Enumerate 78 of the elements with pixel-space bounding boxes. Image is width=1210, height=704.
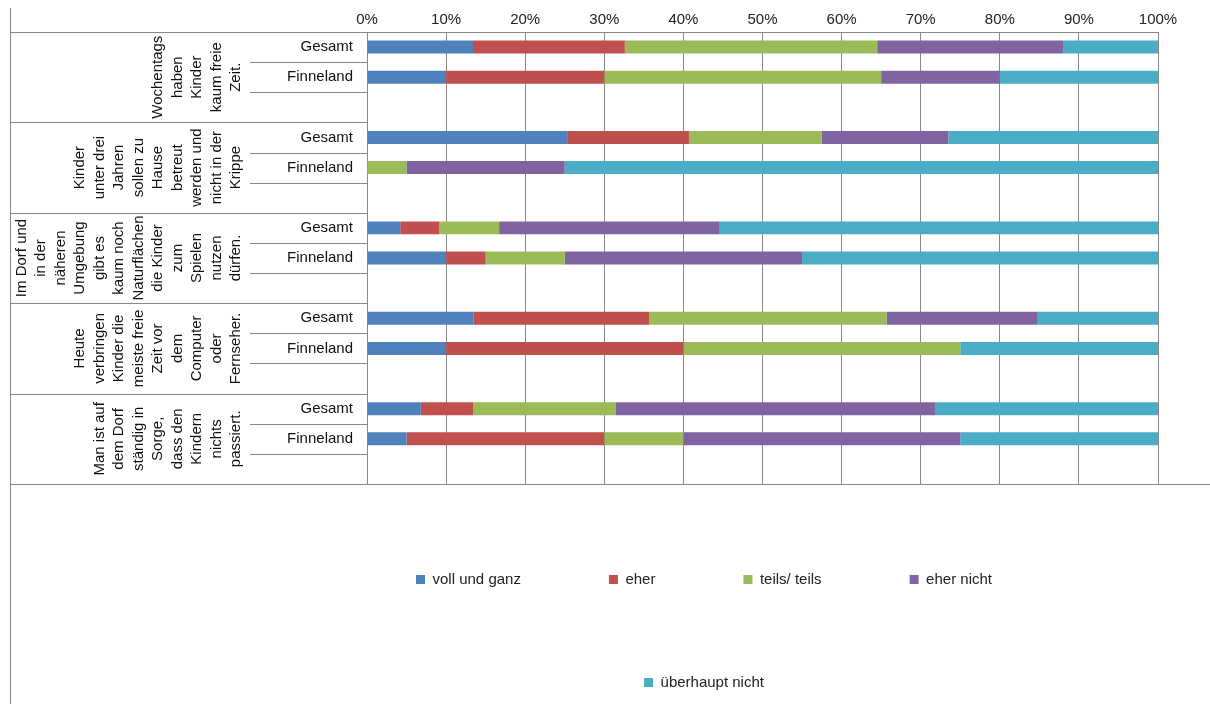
text: Man ist auf dem Dorf ständig in Sorge, dass den Kindern nichts passiert.: [89, 401, 244, 476]
x-tick-label: 100%: [1138, 10, 1178, 28]
bar: [367, 161, 407, 175]
x-tick-label: 50%: [747, 10, 778, 28]
bar: [683, 341, 961, 355]
bar: [367, 432, 407, 446]
x-tick-label: 70%: [905, 10, 936, 28]
y-tick-label: Finneland: [287, 428, 353, 446]
x-tick-label: 20%: [510, 10, 541, 28]
bar: [604, 70, 882, 84]
bar: [719, 221, 1158, 235]
text: Wochentags haben Kinder kaum freie Zeit.: [148, 35, 244, 119]
bar: [367, 130, 568, 144]
bar: [367, 40, 473, 54]
bar: [472, 40, 625, 54]
legend-label: voll und ganz: [432, 569, 521, 587]
bar: [446, 341, 684, 355]
y-tick-label: Gesamt: [300, 37, 354, 55]
y-tick-label: Finneland: [287, 338, 353, 356]
bar: [367, 402, 421, 416]
bar: [472, 402, 616, 416]
y-tick-label: Finneland: [287, 67, 353, 85]
bar: [367, 70, 447, 84]
y-tick-label: Finneland: [287, 157, 353, 175]
text: Heute verbringen Kinder die meiste freie Zeit vor dem Computer oder Fernseher.: [70, 309, 244, 388]
legend-label: überhaupt nicht: [660, 672, 765, 690]
x-tick-label: 40%: [668, 10, 699, 28]
x-tick-label: 80%: [984, 10, 1015, 28]
bar: [688, 130, 822, 144]
x-tick-label: 30%: [589, 10, 620, 28]
bar: [1063, 40, 1158, 54]
bar: [683, 432, 961, 446]
bar: [624, 40, 878, 54]
text: Kinder unter drei Jahren sollen zu Hause betreut werden und nicht in der Krippe: [70, 128, 244, 207]
legend-label: teils/ teils: [759, 569, 822, 587]
bar: [960, 341, 1158, 355]
bar: [485, 251, 565, 265]
bar: [802, 251, 1158, 265]
bar: [400, 221, 439, 235]
y-tick-label: Gesamt: [300, 127, 354, 145]
bar: [367, 251, 447, 265]
y-tick-label: Gesamt: [300, 308, 354, 326]
bar: [499, 221, 719, 235]
bar: [948, 130, 1158, 144]
bar: [567, 130, 689, 144]
text: Im Dorf und in der näheren Umgebung gibt es kaum noch Naturflächen die Kinder zum Spielen nutzen dürfen.: [11, 215, 244, 301]
bar: [367, 221, 401, 235]
x-tick-label: 10%: [431, 10, 462, 28]
bar: [564, 161, 1158, 175]
y-tick-label: Gesamt: [300, 218, 354, 236]
bar: [473, 311, 650, 325]
bar: [615, 402, 935, 416]
x-tick-label: 0%: [356, 10, 378, 28]
bar: [367, 341, 447, 355]
x-tick-label: 90%: [1063, 10, 1094, 28]
bar: [960, 432, 1158, 446]
bar: [999, 70, 1158, 84]
y-tick-label: Finneland: [287, 248, 353, 266]
bar: [821, 130, 949, 144]
bar: [438, 221, 500, 235]
bar: [881, 70, 1000, 84]
legend-label: eher nicht: [926, 569, 993, 587]
bar: [604, 432, 684, 446]
bar: [367, 311, 474, 325]
bar: [1037, 311, 1158, 325]
bar: [886, 311, 1038, 325]
bar: [564, 251, 803, 265]
bar: [877, 40, 1064, 54]
legend-label: eher: [625, 569, 656, 587]
y-tick-label: Gesamt: [300, 398, 354, 416]
bar: [446, 70, 605, 84]
bar: [420, 402, 473, 416]
bar: [406, 432, 605, 446]
bar: [649, 311, 887, 325]
x-tick-label: 60%: [826, 10, 857, 28]
bar: [406, 161, 565, 175]
bar: [446, 251, 486, 265]
bar: [934, 402, 1158, 416]
